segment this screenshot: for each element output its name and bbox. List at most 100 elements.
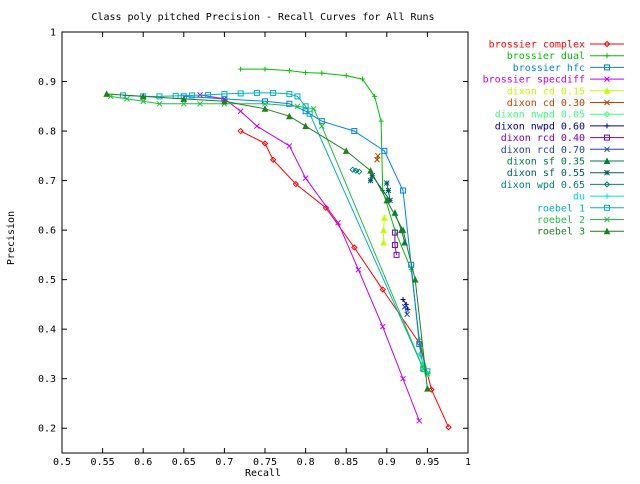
point-diamond xyxy=(261,140,269,147)
data-point xyxy=(349,166,356,173)
legend-label: dixon rcd 0.40 xyxy=(501,133,585,144)
series-dixon-cd-0-30 xyxy=(374,152,381,163)
point-triangle xyxy=(286,112,293,120)
series-line xyxy=(183,95,424,369)
point-triangle xyxy=(139,92,147,100)
point-diamond xyxy=(379,286,386,293)
point-asterisk xyxy=(604,169,610,176)
point-diamond xyxy=(428,386,435,393)
data-point xyxy=(604,99,610,106)
point-triangle xyxy=(399,226,407,234)
point-plus xyxy=(303,70,309,76)
point-diamond xyxy=(237,127,244,135)
data-point xyxy=(603,110,611,118)
point-triangle xyxy=(411,276,419,283)
series-dixon-nwpd-0-60 xyxy=(400,296,411,312)
data-point xyxy=(359,76,365,82)
data-point xyxy=(180,95,188,102)
point-square xyxy=(221,90,228,97)
data-point xyxy=(367,167,374,174)
point-x xyxy=(310,105,317,112)
point-asterisk xyxy=(367,177,374,184)
point-plus xyxy=(262,66,268,72)
data-point xyxy=(411,276,419,283)
data-point xyxy=(383,180,390,186)
point-diamond xyxy=(603,40,611,48)
point-x xyxy=(237,108,244,115)
x-tick-label: 0.8 xyxy=(297,457,315,468)
series-line xyxy=(122,92,428,372)
data-point xyxy=(237,90,244,97)
series-brossier-complex xyxy=(237,127,452,431)
legend-label: roebel 3 xyxy=(537,227,585,238)
data-point xyxy=(342,147,350,154)
y-tick-label: 0.9 xyxy=(38,77,56,88)
point-square xyxy=(381,147,388,154)
data-point xyxy=(381,147,388,154)
legend-label: dixon rcd 0.70 xyxy=(501,145,585,156)
point-x xyxy=(180,100,187,107)
point-x xyxy=(262,100,268,107)
data-point xyxy=(604,134,610,141)
point-diamond xyxy=(351,244,358,251)
point-diamond xyxy=(322,204,330,212)
x-axis-label: Recall xyxy=(245,468,281,479)
point-diamond xyxy=(352,167,360,174)
y-tick-label: 0.5 xyxy=(38,275,56,286)
legend-label: roebel 1 xyxy=(537,203,585,214)
data-point xyxy=(604,76,610,82)
data-point xyxy=(319,70,325,76)
point-diamond xyxy=(269,156,277,163)
series-roebel-3 xyxy=(103,90,431,392)
series-line xyxy=(240,130,449,428)
data-point xyxy=(261,140,269,147)
legend-label: du xyxy=(573,192,585,203)
point-square xyxy=(604,204,610,211)
legend-label: brossier hfc xyxy=(513,63,585,74)
point-x xyxy=(335,219,341,226)
point-triangle xyxy=(603,157,611,164)
point-plus xyxy=(238,66,244,72)
legend-label: brossier dual xyxy=(507,51,585,62)
point-triangle xyxy=(261,105,269,112)
y-tick-label: 0.6 xyxy=(38,226,56,237)
legend-label: dixon nwpd 0.60 xyxy=(495,121,585,132)
legend-item: dixon sf 0.35 xyxy=(507,157,624,168)
series-dixon-rcd-0-40 xyxy=(391,229,400,258)
point-square xyxy=(416,341,423,348)
x-tick-label: 0.55 xyxy=(91,457,115,468)
data-point xyxy=(286,100,293,107)
point-square xyxy=(188,92,195,99)
data-point xyxy=(416,417,423,424)
x-tick-label: 0.65 xyxy=(172,457,196,468)
data-point xyxy=(385,187,392,194)
series-line xyxy=(106,93,428,389)
data-point xyxy=(221,90,228,97)
data-point xyxy=(351,244,358,251)
legend-item: dixon cd 0.15 xyxy=(507,86,624,97)
data-point xyxy=(393,251,400,258)
data-point xyxy=(380,226,387,234)
data-point xyxy=(420,365,427,372)
data-point xyxy=(391,241,398,248)
point-plus xyxy=(604,123,610,129)
point-square xyxy=(306,110,313,117)
legend-label: roebel 2 xyxy=(537,215,585,226)
data-point xyxy=(383,196,391,204)
data-point xyxy=(205,91,212,98)
data-point xyxy=(603,227,611,235)
data-point xyxy=(604,64,610,71)
point-square xyxy=(205,91,212,98)
y-tick-label: 0.8 xyxy=(38,127,56,138)
x-tick-label: 0.75 xyxy=(253,457,277,468)
series-dixon-wpd-0-65 xyxy=(349,166,363,175)
point-square xyxy=(237,90,244,97)
legend-label: dixon cd 0.15 xyxy=(507,86,585,97)
data-point xyxy=(401,304,408,310)
point-x xyxy=(124,96,130,102)
point-x xyxy=(416,417,423,424)
point-x xyxy=(318,123,325,129)
point-plus xyxy=(400,296,406,302)
